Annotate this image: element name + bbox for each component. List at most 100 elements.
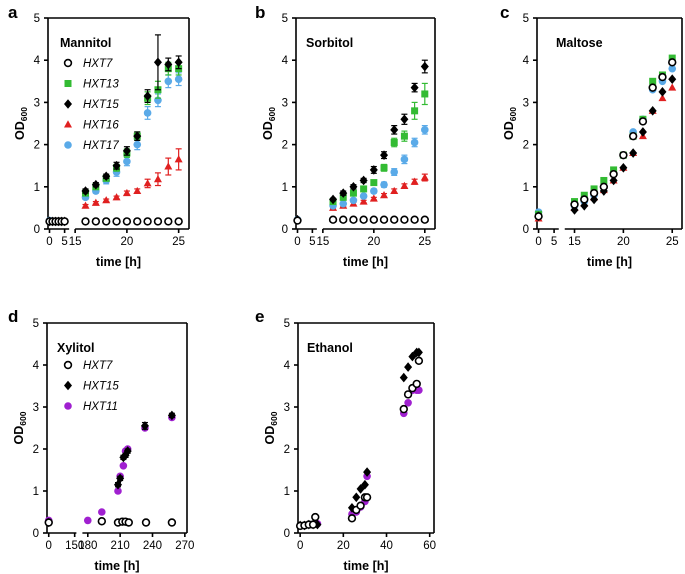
series-HXT15	[534, 74, 677, 222]
panel-letter: a	[8, 3, 18, 22]
x-tick-label: 0	[297, 540, 303, 552]
data-point	[167, 518, 177, 527]
data-point	[359, 175, 368, 186]
legend-label: HXT15	[83, 99, 119, 111]
series-HXT16	[534, 83, 677, 222]
data-point	[412, 379, 421, 389]
y-tick-label: 0	[284, 528, 290, 540]
data-point	[164, 77, 173, 86]
x-tick-label: 15	[568, 236, 581, 248]
y-tick-label: 0	[34, 224, 40, 236]
data-point	[370, 187, 378, 195]
x-tick-label: 0	[294, 236, 300, 248]
legend-marker	[64, 141, 72, 149]
data-point	[379, 215, 389, 224]
data-point	[143, 179, 152, 187]
legend-marker	[63, 360, 73, 370]
y-tick-label: 1	[284, 486, 290, 498]
y-tick-label: 1	[282, 182, 288, 194]
legend-label: HXT7	[83, 58, 113, 70]
x-tick-label: 0	[46, 236, 52, 248]
y-axis-title-main: OD	[261, 121, 275, 140]
data-point	[124, 518, 133, 527]
data-point	[380, 164, 388, 172]
data-point	[143, 217, 152, 226]
data-point	[349, 215, 358, 224]
data-point	[600, 176, 608, 184]
data-point	[400, 181, 409, 189]
data-point	[420, 61, 429, 72]
data-point	[390, 186, 399, 195]
data-point	[410, 138, 419, 147]
x-tick-label: 180	[78, 540, 97, 552]
data-point	[143, 91, 152, 101]
x-tick-label: 5	[309, 236, 315, 248]
panel-letter: b	[255, 3, 265, 22]
data-point	[133, 186, 142, 195]
data-point	[339, 215, 348, 224]
data-point	[174, 57, 183, 68]
data-point	[140, 421, 149, 431]
data-point	[590, 185, 598, 193]
x-tick-label: 210	[111, 540, 130, 552]
data-point	[414, 356, 424, 365]
y-axis-title: OD600	[502, 107, 518, 140]
panel-letter: e	[255, 307, 264, 326]
data-point	[629, 148, 638, 158]
data-point	[658, 87, 667, 97]
data-point	[619, 163, 628, 173]
data-point	[369, 194, 378, 202]
y-tick-label: 2	[523, 140, 529, 152]
x-tick-label: 20	[367, 236, 380, 248]
data-point	[380, 191, 389, 199]
y-axis-title-main: OD	[12, 426, 26, 445]
series-HXT7	[293, 215, 430, 225]
data-point	[668, 74, 677, 84]
data-point	[619, 150, 628, 160]
data-point	[329, 194, 338, 205]
data-point	[414, 347, 423, 358]
x-tick-label: 25	[418, 236, 431, 248]
data-point	[174, 75, 183, 83]
y-tick-label: 5	[284, 318, 290, 330]
series-HXT7	[44, 517, 177, 527]
data-point	[91, 217, 101, 226]
data-point	[369, 215, 379, 224]
data-point	[293, 216, 302, 225]
data-point	[44, 518, 53, 527]
data-point	[113, 479, 122, 490]
y-axis-title-main: OD	[502, 121, 516, 140]
series-HXT7	[295, 356, 424, 531]
data-point	[410, 82, 419, 93]
data-point	[648, 83, 657, 92]
y-tick-label: 3	[34, 97, 40, 109]
data-point	[60, 217, 69, 226]
data-point	[534, 212, 543, 221]
data-point	[390, 215, 399, 224]
legend-label: HXT7	[83, 360, 113, 372]
data-point	[311, 512, 320, 522]
data-point	[610, 166, 618, 174]
x-tick-label: 20	[617, 236, 630, 248]
data-point	[122, 146, 131, 156]
data-point	[328, 215, 338, 224]
data-point	[668, 54, 676, 62]
data-point	[658, 93, 667, 102]
data-point	[580, 191, 588, 199]
data-point	[399, 404, 408, 414]
x-tick-label: 25	[666, 236, 679, 248]
y-tick-label: 0	[523, 224, 529, 236]
data-point	[609, 169, 618, 179]
legend: HXT7 HXT13 HXT15 HXT16 HXT17	[63, 58, 119, 152]
data-point	[360, 185, 368, 193]
data-point	[420, 173, 429, 181]
data-point	[628, 131, 638, 141]
x-axis-title: time [h]	[96, 255, 141, 269]
x-axis-title: time [h]	[343, 559, 388, 573]
data-point	[83, 516, 92, 525]
data-point	[411, 107, 419, 115]
